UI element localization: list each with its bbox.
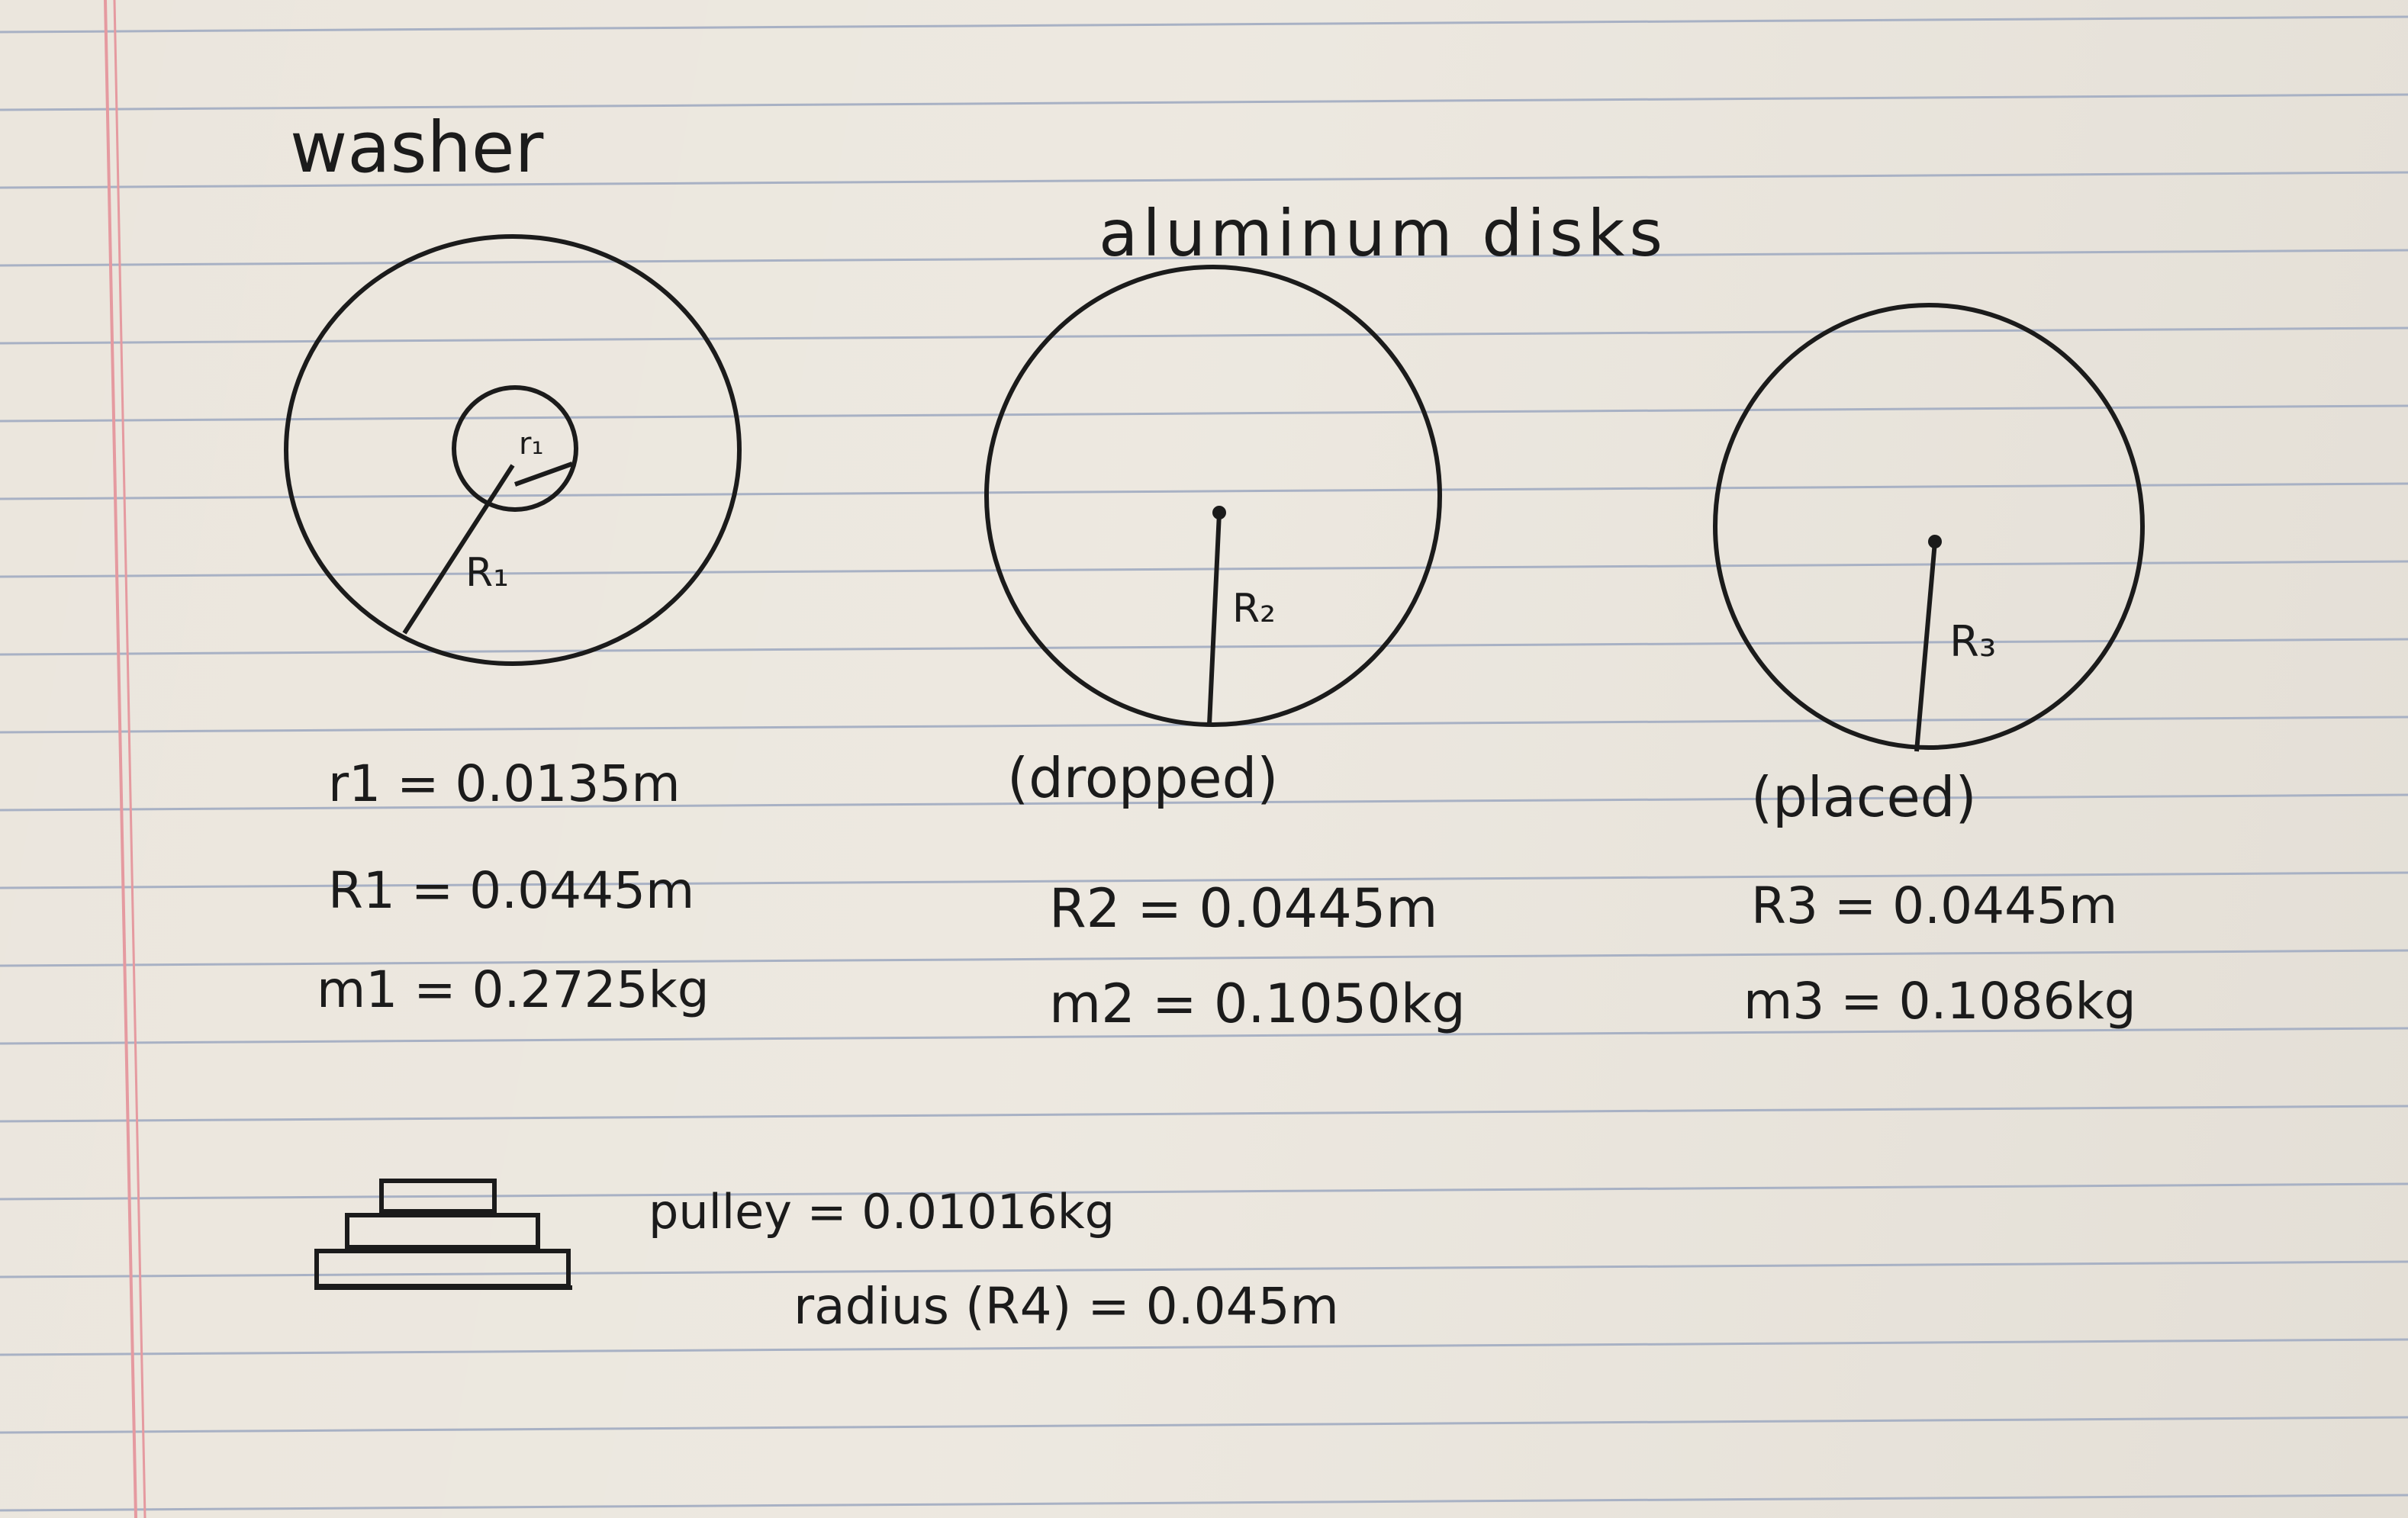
disk3-note: (placed) [1751,765,1977,829]
rule-line [0,171,2408,189]
pulley-mass-value: pulley = 0.01016kg [649,1184,1115,1240]
washer-r1-label: r₁ [519,426,543,462]
disk3-circle [1713,303,2145,750]
pulley-bottom-step [314,1249,571,1288]
pulley-radius-value: radius (R4) = 0.045m [794,1277,1339,1336]
disk3-R3-value: R3 = 0.0445m [1751,876,2117,935]
rule-line [0,1182,2408,1201]
disk3-center-dot [1928,535,1942,548]
disk2-R2-label: R₂ [1232,586,1276,632]
washer-diagram [284,234,742,666]
washer-inner-circle [452,385,578,512]
rule-line [0,1260,2408,1278]
pulley-diagram [314,1179,572,1290]
washer-inner-radius-line [513,462,574,487]
rule-line [0,560,2408,578]
rule-line [0,638,2408,656]
rule-line [0,1105,2408,1123]
disk2-center-dot [1212,506,1226,519]
rule-line [0,1338,2408,1356]
disks-title: aluminum disks [1099,196,1667,271]
washer-outer-circle [284,234,742,666]
rule-line [0,404,2408,423]
rule-line [0,1027,2408,1045]
rule-line [0,326,2408,345]
disk2-note: (dropped) [1007,746,1278,810]
rule-line [0,93,2408,111]
ruled-lines [0,15,2408,1512]
washer-r1-value: r1 = 0.0135m [328,754,681,813]
disk3-R3-label: R₃ [1949,617,1996,667]
rule-line [0,949,2408,967]
margin-line [104,0,137,1518]
pulley-top-step [379,1179,497,1214]
washer-R1-value: R1 = 0.0445m [328,861,694,920]
washer-R1-label: R₁ [465,550,509,596]
rule-line [0,15,2408,34]
disk2-circle [984,265,1442,727]
rule-line [0,793,2408,812]
disk2-radius-line [1207,512,1222,725]
rule-line [0,1416,2408,1434]
disk3-diagram [1713,303,2145,752]
washer-m1-value: m1 = 0.2725kg [317,960,710,1019]
washer-title: washer [290,107,543,188]
disk2-R2-value: R2 = 0.0445m [1049,877,1437,940]
rule-line [0,482,2408,500]
pulley-middle-step [345,1213,540,1249]
disk3-radius-line [1914,541,1937,752]
rule-line [0,1494,2408,1512]
disk2-diagram [984,265,1442,727]
disk2-m2-value: m2 = 0.1050kg [1049,973,1466,1035]
washer-outer-radius-line [402,464,515,635]
margin-line [113,0,146,1518]
rule-line [0,871,2408,889]
disk3-m3-value: m3 = 0.1086kg [1743,972,2136,1031]
